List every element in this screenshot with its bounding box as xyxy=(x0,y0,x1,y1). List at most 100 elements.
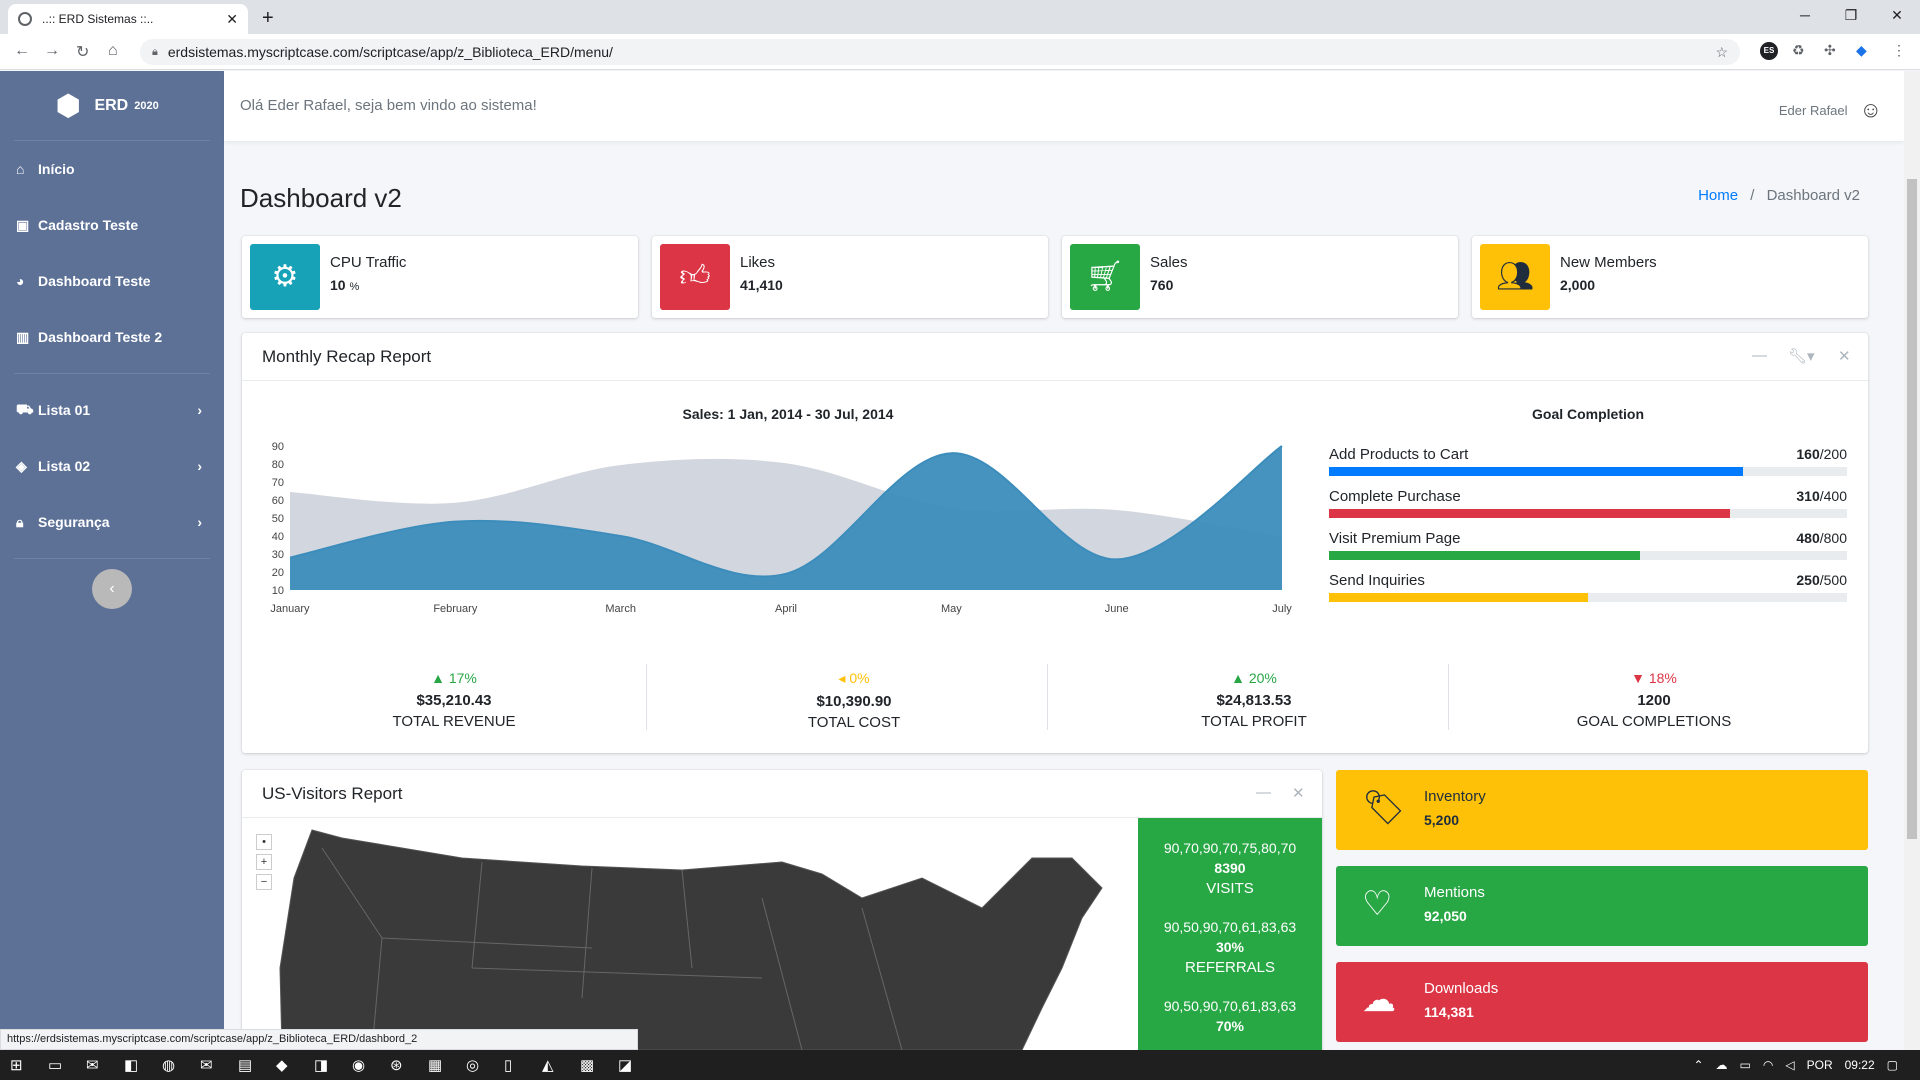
chevron-up-icon[interactable]: ⌃ xyxy=(1693,1058,1704,1072)
mentions-label: Mentions xyxy=(1424,884,1485,901)
avatar: ☺ xyxy=(1859,97,1882,122)
volume-icon[interactable]: ◁ xyxy=(1785,1058,1795,1072)
trend-icon: ▼ xyxy=(1631,670,1645,686)
goal-progress-row: Send Inquiries 250/500 xyxy=(1329,572,1847,602)
notifications-icon[interactable]: ▢ xyxy=(1886,1058,1898,1072)
minimize-card-icon[interactable]: — xyxy=(1752,347,1767,364)
chevron-right-icon: › xyxy=(197,402,202,418)
globe-icon xyxy=(18,12,32,26)
battery-icon[interactable]: ▭ xyxy=(1739,1058,1751,1072)
close-tab-icon[interactable]: ✕ xyxy=(226,10,238,27)
puzzle-extension-icon[interactable]: ✣ xyxy=(1824,42,1836,58)
notepad-icon[interactable]: ▤ xyxy=(238,1057,253,1074)
reload-icon[interactable]: ↻ xyxy=(76,44,90,61)
spotify-icon[interactable]: ◎ xyxy=(466,1057,480,1074)
outlook-icon[interactable]: ✉ xyxy=(86,1057,99,1074)
close-card-icon[interactable]: ✕ xyxy=(1838,348,1851,365)
cloud-icon[interactable]: ☁ xyxy=(1715,1058,1728,1072)
us-map[interactable] xyxy=(262,818,1130,1050)
recap-stat: ▲ 20% $24,813.53 TOTAL PROFIT xyxy=(1054,670,1454,730)
info-box-cpu-traffic: ⚙ CPU Traffic 10 % xyxy=(242,236,638,318)
brand[interactable]: ⬢ ERD 2020 xyxy=(14,71,210,141)
info-box-label: Sales xyxy=(1150,254,1188,271)
minimize-button[interactable]: ─ xyxy=(1800,7,1810,23)
sidebar-item-cadastro-teste[interactable]: ▣ Cadastro Teste xyxy=(0,197,224,253)
app-icon[interactable]: ◧ xyxy=(124,1057,139,1074)
excel-icon[interactable]: ▦ xyxy=(428,1057,443,1074)
stat-amount: $35,210.43 xyxy=(416,692,492,709)
teams-icon[interactable]: ◪ xyxy=(618,1057,633,1074)
sheets-icon[interactable]: ▩ xyxy=(580,1057,595,1074)
sidebar-item-label: Dashboard Teste xyxy=(38,273,151,289)
close-window-button[interactable]: ✕ xyxy=(1891,7,1903,23)
sidebar-collapse-button[interactable]: ‹ xyxy=(92,569,132,609)
user-menu[interactable]: Eder Rafael ☺ xyxy=(1779,97,1882,123)
app-icon[interactable]: ⊛ xyxy=(390,1057,403,1074)
card-title: US-Visitors Report xyxy=(242,770,1322,818)
profile-badge[interactable]: ES xyxy=(1760,42,1778,60)
menu-kebab-icon[interactable]: ⋮ xyxy=(1892,42,1906,58)
visits-stat: 90,70,90,70,75,80,70 8390 VISITS xyxy=(1138,840,1322,897)
app-icon[interactable]: ◆ xyxy=(276,1057,288,1074)
sidebar-item-lista-01[interactable]: ⛟ Lista 01 › xyxy=(0,382,224,438)
brave-icon[interactable]: ◭ xyxy=(542,1057,554,1074)
downloads-value: 114,381 xyxy=(1424,1004,1474,1020)
map-zoom-out-button[interactable]: − xyxy=(256,874,272,890)
downloads-box: ☁ Downloads 114,381 xyxy=(1336,962,1868,1042)
star-icon[interactable]: ☆ xyxy=(1715,43,1728,60)
page-scrollbar[interactable] xyxy=(1904,71,1920,1050)
windows-start-icon[interactable]: ⊞ xyxy=(10,1057,23,1074)
scrollbar-thumb[interactable] xyxy=(1907,179,1917,839)
map-reset-button[interactable]: • xyxy=(256,834,272,850)
file-explorer-icon[interactable]: ▭ xyxy=(48,1057,63,1074)
new-tab-button[interactable]: + xyxy=(262,7,274,29)
brand-name: ERD xyxy=(94,96,129,114)
edge-icon[interactable]: ◍ xyxy=(162,1057,176,1074)
mail-icon[interactable]: ✉ xyxy=(200,1057,213,1074)
map-zoom-in-button[interactable]: + xyxy=(256,854,272,870)
pie-chart-icon: ◕ xyxy=(16,273,25,289)
page-title: Dashboard v2 xyxy=(240,183,402,213)
series-1-area xyxy=(290,446,1282,590)
status-bar-url: https://erdsistemas.myscriptcase.com/scr… xyxy=(0,1029,638,1050)
sidebar-item-seguranca[interactable]: 🔒︎ Segurança › xyxy=(0,494,224,550)
stat-amount: $10,390.90 xyxy=(816,693,892,710)
clock[interactable]: 09:22 xyxy=(1844,1058,1875,1072)
network-icon[interactable]: ◠ xyxy=(1762,1058,1774,1072)
goal-progress-bar xyxy=(1329,551,1847,560)
close-card-icon[interactable]: ✕ xyxy=(1292,785,1305,802)
browser-tab[interactable]: ..:: ERD Sistemas ::.. ✕ xyxy=(8,4,248,34)
language-indicator[interactable]: POR xyxy=(1806,1058,1833,1072)
stat-divider xyxy=(1448,664,1449,730)
address-toolbar: ← → ↻ ⌂ 🔒︎ erdsistemas.myscriptcase.com/… xyxy=(0,34,1920,70)
window-controls: ─ ❐ ✕ xyxy=(1782,0,1920,30)
minimize-card-icon[interactable]: — xyxy=(1256,784,1271,801)
sidebar-item-inicio[interactable]: ⌂ Início xyxy=(0,141,224,197)
extension-icon[interactable]: ◆ xyxy=(1856,42,1867,58)
sidebar-item-label: Início xyxy=(38,161,75,177)
breadcrumb-home-link[interactable]: Home xyxy=(1698,187,1739,204)
sublime-icon[interactable]: ◨ xyxy=(314,1057,329,1074)
forward-icon[interactable]: → xyxy=(44,42,60,59)
address-bar[interactable]: 🔒︎ erdsistemas.myscriptcase.com/scriptca… xyxy=(140,39,1740,65)
restore-button[interactable]: ❐ xyxy=(1844,7,1858,23)
chrome-icon[interactable]: ◉ xyxy=(352,1057,366,1074)
sidebar-item-dashboard-teste[interactable]: ◕ Dashboard Teste xyxy=(0,253,224,309)
recycle-extension-icon[interactable]: ♻ xyxy=(1792,42,1805,58)
sidebar-item-dashboard-teste-2[interactable]: ▥ Dashboard Teste 2 xyxy=(0,309,224,365)
mentions-value: 92,050 xyxy=(1424,908,1467,924)
document-icon[interactable]: ▯ xyxy=(504,1057,513,1074)
sidebar-item-lista-02[interactable]: ◈ Lista 02 › xyxy=(0,438,224,494)
stat-divider xyxy=(646,664,647,730)
browser-tab-strip: ..:: ERD Sistemas ::.. ✕ + ─ ❐ ✕ xyxy=(0,0,1920,34)
goal-value: 310/400 xyxy=(1796,488,1847,504)
inventory-value: 5,200 xyxy=(1424,812,1460,828)
mentions-box: ♡ Mentions 92,050 xyxy=(1336,866,1868,946)
wrench-dropdown-icon[interactable]: 🔧︎▾ xyxy=(1788,348,1815,365)
lock-icon: 🔒︎ xyxy=(152,45,158,58)
chevron-right-icon: › xyxy=(197,514,202,530)
info-box-likes: 👍︎ Likes 41,410 xyxy=(652,236,1048,318)
home-browser-icon[interactable]: ⌂ xyxy=(108,42,118,59)
y-tick-label: 30 xyxy=(272,549,284,561)
back-icon[interactable]: ← xyxy=(14,42,30,59)
